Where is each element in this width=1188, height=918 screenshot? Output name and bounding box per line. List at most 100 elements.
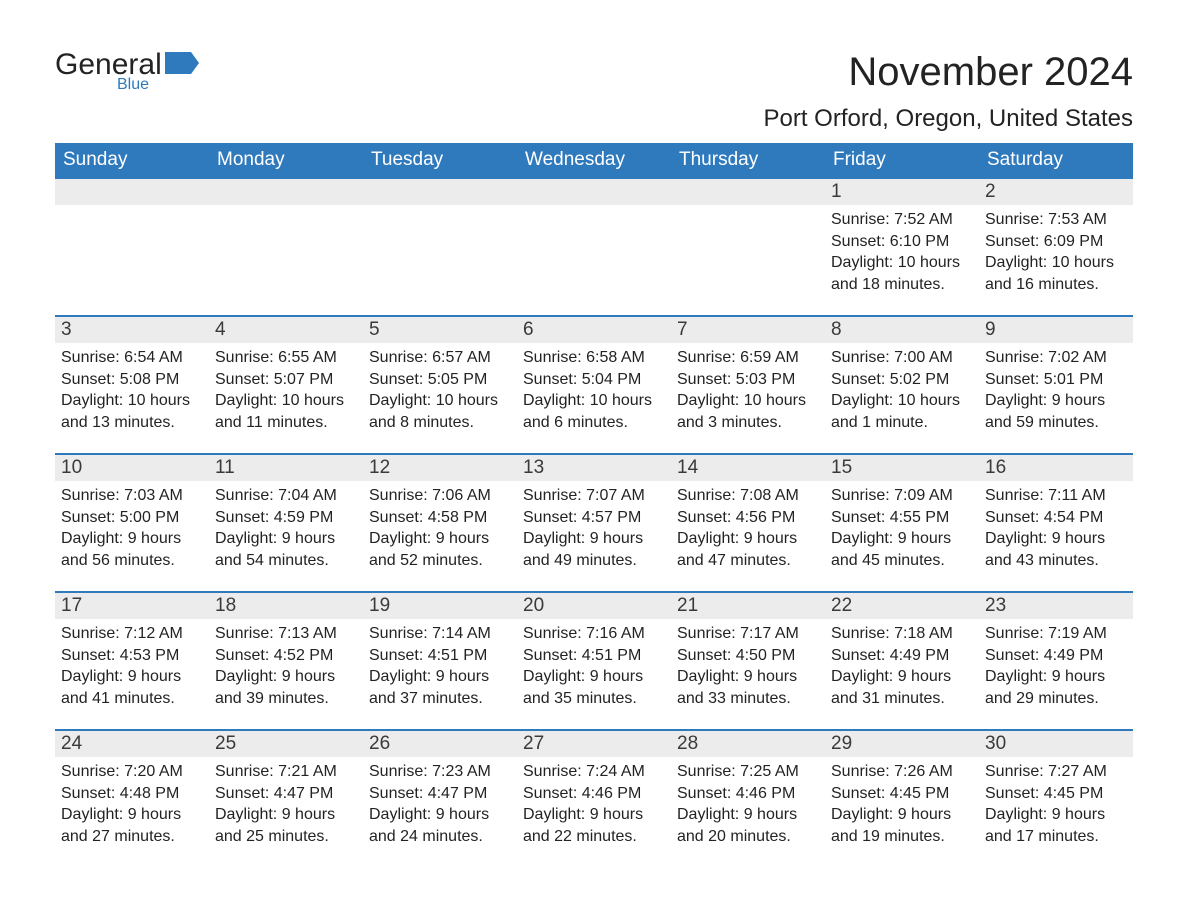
sunrise-text: Sunrise: 7:11 AM [985, 485, 1127, 507]
day-details: Sunrise: 7:06 AMSunset: 4:58 PMDaylight:… [363, 481, 517, 571]
day-number: 3 [55, 317, 209, 343]
sunrise-text: Sunrise: 6:54 AM [61, 347, 203, 369]
day-details: Sunrise: 7:02 AMSunset: 5:01 PMDaylight:… [979, 343, 1133, 433]
day-cell: 9Sunrise: 7:02 AMSunset: 5:01 PMDaylight… [979, 316, 1133, 454]
week-row: 10Sunrise: 7:03 AMSunset: 5:00 PMDayligh… [55, 454, 1133, 592]
sunset-text: Sunset: 4:49 PM [985, 645, 1127, 667]
sunset-text: Sunset: 4:59 PM [215, 507, 357, 529]
daylight-text: Daylight: 9 hours and 35 minutes. [523, 666, 665, 709]
daylight-text: Daylight: 9 hours and 27 minutes. [61, 804, 203, 847]
day-details: Sunrise: 7:26 AMSunset: 4:45 PMDaylight:… [825, 757, 979, 847]
daylight-text: Daylight: 10 hours and 16 minutes. [985, 252, 1127, 295]
sunrise-text: Sunrise: 7:14 AM [369, 623, 511, 645]
day-header: Friday [825, 143, 979, 178]
day-number: 13 [517, 455, 671, 481]
day-cell: 6Sunrise: 6:58 AMSunset: 5:04 PMDaylight… [517, 316, 671, 454]
day-number: 26 [363, 731, 517, 757]
day-cell: 1Sunrise: 7:52 AMSunset: 6:10 PMDaylight… [825, 178, 979, 316]
sunrise-text: Sunrise: 6:55 AM [215, 347, 357, 369]
sunset-text: Sunset: 5:03 PM [677, 369, 819, 391]
sunrise-text: Sunrise: 7:24 AM [523, 761, 665, 783]
day-number: 22 [825, 593, 979, 619]
sunrise-text: Sunrise: 7:13 AM [215, 623, 357, 645]
day-details: Sunrise: 7:19 AMSunset: 4:49 PMDaylight:… [979, 619, 1133, 709]
day-number [671, 179, 825, 205]
daylight-text: Daylight: 10 hours and 8 minutes. [369, 390, 511, 433]
day-number: 16 [979, 455, 1133, 481]
daylight-text: Daylight: 9 hours and 49 minutes. [523, 528, 665, 571]
day-cell: 22Sunrise: 7:18 AMSunset: 4:49 PMDayligh… [825, 592, 979, 730]
logo-word2: Blue [117, 76, 199, 94]
day-number: 4 [209, 317, 363, 343]
day-header: Saturday [979, 143, 1133, 178]
sunset-text: Sunset: 6:10 PM [831, 231, 973, 253]
day-cell: 23Sunrise: 7:19 AMSunset: 4:49 PMDayligh… [979, 592, 1133, 730]
sunrise-text: Sunrise: 7:04 AM [215, 485, 357, 507]
day-cell: 14Sunrise: 7:08 AMSunset: 4:56 PMDayligh… [671, 454, 825, 592]
day-cell: 7Sunrise: 6:59 AMSunset: 5:03 PMDaylight… [671, 316, 825, 454]
day-number: 5 [363, 317, 517, 343]
day-details: Sunrise: 7:18 AMSunset: 4:49 PMDaylight:… [825, 619, 979, 709]
day-cell: 21Sunrise: 7:17 AMSunset: 4:50 PMDayligh… [671, 592, 825, 730]
sunset-text: Sunset: 4:57 PM [523, 507, 665, 529]
sunrise-text: Sunrise: 7:20 AM [61, 761, 203, 783]
header: General Blue November 2024 [55, 50, 1133, 95]
day-details: Sunrise: 6:55 AMSunset: 5:07 PMDaylight:… [209, 343, 363, 433]
day-cell: 3Sunrise: 6:54 AMSunset: 5:08 PMDaylight… [55, 316, 209, 454]
day-number: 24 [55, 731, 209, 757]
day-cell: 26Sunrise: 7:23 AMSunset: 4:47 PMDayligh… [363, 730, 517, 848]
sunrise-text: Sunrise: 7:17 AM [677, 623, 819, 645]
day-number: 18 [209, 593, 363, 619]
sunrise-text: Sunrise: 7:52 AM [831, 209, 973, 231]
daylight-text: Daylight: 9 hours and 59 minutes. [985, 390, 1127, 433]
day-cell [671, 178, 825, 316]
daylight-text: Daylight: 9 hours and 56 minutes. [61, 528, 203, 571]
day-cell: 4Sunrise: 6:55 AMSunset: 5:07 PMDaylight… [209, 316, 363, 454]
sunrise-text: Sunrise: 6:57 AM [369, 347, 511, 369]
day-cell: 12Sunrise: 7:06 AMSunset: 4:58 PMDayligh… [363, 454, 517, 592]
sunset-text: Sunset: 5:02 PM [831, 369, 973, 391]
day-details: Sunrise: 7:25 AMSunset: 4:46 PMDaylight:… [671, 757, 825, 847]
day-number: 10 [55, 455, 209, 481]
daylight-text: Daylight: 10 hours and 3 minutes. [677, 390, 819, 433]
day-header: Sunday [55, 143, 209, 178]
sunrise-text: Sunrise: 7:21 AM [215, 761, 357, 783]
day-cell: 17Sunrise: 7:12 AMSunset: 4:53 PMDayligh… [55, 592, 209, 730]
sunrise-text: Sunrise: 7:07 AM [523, 485, 665, 507]
day-details: Sunrise: 7:16 AMSunset: 4:51 PMDaylight:… [517, 619, 671, 709]
sunrise-text: Sunrise: 7:53 AM [985, 209, 1127, 231]
sunrise-text: Sunrise: 7:19 AM [985, 623, 1127, 645]
logo: General Blue [55, 50, 199, 94]
day-cell: 30Sunrise: 7:27 AMSunset: 4:45 PMDayligh… [979, 730, 1133, 848]
title-block: November 2024 [848, 50, 1133, 95]
day-cell: 13Sunrise: 7:07 AMSunset: 4:57 PMDayligh… [517, 454, 671, 592]
sunset-text: Sunset: 5:00 PM [61, 507, 203, 529]
sunset-text: Sunset: 4:53 PM [61, 645, 203, 667]
day-number: 11 [209, 455, 363, 481]
sunset-text: Sunset: 4:54 PM [985, 507, 1127, 529]
sunrise-text: Sunrise: 7:25 AM [677, 761, 819, 783]
sunset-text: Sunset: 4:56 PM [677, 507, 819, 529]
day-cell: 27Sunrise: 7:24 AMSunset: 4:46 PMDayligh… [517, 730, 671, 848]
sunrise-text: Sunrise: 7:02 AM [985, 347, 1127, 369]
daylight-text: Daylight: 9 hours and 20 minutes. [677, 804, 819, 847]
day-header: Wednesday [517, 143, 671, 178]
sunset-text: Sunset: 4:52 PM [215, 645, 357, 667]
sunset-text: Sunset: 4:47 PM [369, 783, 511, 805]
day-details: Sunrise: 7:07 AMSunset: 4:57 PMDaylight:… [517, 481, 671, 571]
day-cell: 15Sunrise: 7:09 AMSunset: 4:55 PMDayligh… [825, 454, 979, 592]
day-header: Monday [209, 143, 363, 178]
day-details: Sunrise: 7:14 AMSunset: 4:51 PMDaylight:… [363, 619, 517, 709]
sunset-text: Sunset: 4:47 PM [215, 783, 357, 805]
day-cell: 10Sunrise: 7:03 AMSunset: 5:00 PMDayligh… [55, 454, 209, 592]
sunrise-text: Sunrise: 6:59 AM [677, 347, 819, 369]
sunrise-text: Sunrise: 7:09 AM [831, 485, 973, 507]
day-cell: 18Sunrise: 7:13 AMSunset: 4:52 PMDayligh… [209, 592, 363, 730]
daylight-text: Daylight: 9 hours and 45 minutes. [831, 528, 973, 571]
daylight-text: Daylight: 9 hours and 54 minutes. [215, 528, 357, 571]
day-cell: 28Sunrise: 7:25 AMSunset: 4:46 PMDayligh… [671, 730, 825, 848]
day-number: 27 [517, 731, 671, 757]
day-cell: 11 Sunrise: 7:04 AMSunset: 4:59 PMDayligh… [209, 454, 363, 592]
day-details: Sunrise: 7:24 AMSunset: 4:46 PMDaylight:… [517, 757, 671, 847]
day-cell: 29Sunrise: 7:26 AMSunset: 4:45 PMDayligh… [825, 730, 979, 848]
